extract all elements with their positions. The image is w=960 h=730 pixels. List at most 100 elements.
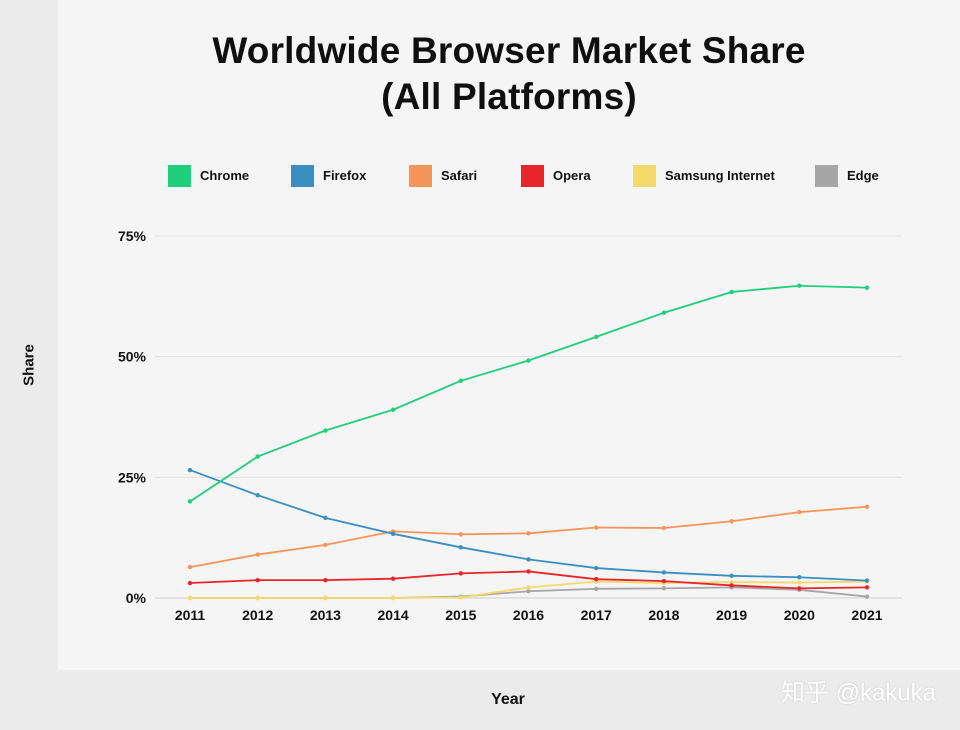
point-safari-2011 xyxy=(187,564,193,570)
x-tick-label: 2012 xyxy=(242,607,273,623)
point-chrome-2020 xyxy=(797,283,802,288)
series-opera xyxy=(187,569,870,591)
line-chrome xyxy=(189,284,868,503)
point-safari-2018 xyxy=(661,525,667,531)
point-safari-2019 xyxy=(729,519,734,524)
legend-item-samsung-internet: Samsung Internet xyxy=(633,165,775,187)
point-chrome-2012 xyxy=(255,454,260,459)
point-samsung-internet-2014 xyxy=(390,595,396,601)
point-edge-2016 xyxy=(526,589,531,594)
grid-lines xyxy=(155,235,902,599)
point-opera-2016 xyxy=(526,569,531,574)
point-firefox-2014 xyxy=(390,531,396,537)
point-samsung-internet-2015 xyxy=(458,595,463,600)
chart-title-line-1: Worldwide Browser Market Share xyxy=(212,30,806,71)
legend-label: Safari xyxy=(441,168,477,183)
x-tick-label: 2018 xyxy=(648,607,679,623)
point-firefox-2017 xyxy=(594,565,599,571)
y-tick-label: 0% xyxy=(126,590,147,606)
point-opera-2020 xyxy=(797,586,802,591)
point-chrome-2013 xyxy=(323,428,328,433)
point-samsung-internet-2020 xyxy=(797,580,802,585)
point-safari-2017 xyxy=(594,525,599,530)
x-tick-label: 2017 xyxy=(581,607,612,623)
point-safari-2012 xyxy=(255,552,260,557)
x-axis-label: Year xyxy=(491,691,525,708)
point-edge-2021 xyxy=(864,594,870,599)
legend-item-safari: Safari xyxy=(409,165,477,187)
line-firefox xyxy=(189,469,868,582)
point-opera-2014 xyxy=(390,576,396,581)
point-firefox-2012 xyxy=(255,492,260,498)
legend-item-chrome: Chrome xyxy=(168,165,249,187)
point-safari-2020 xyxy=(797,509,802,515)
legend-label: Chrome xyxy=(200,168,249,183)
point-chrome-2014 xyxy=(390,407,396,412)
point-opera-2021 xyxy=(864,585,870,590)
point-edge-2017 xyxy=(594,586,599,592)
point-firefox-2011 xyxy=(187,467,193,473)
series-chrome xyxy=(187,283,870,504)
point-firefox-2019 xyxy=(729,573,734,578)
point-samsung-internet-2019 xyxy=(729,579,734,585)
point-opera-2013 xyxy=(323,577,328,583)
legend-swatch xyxy=(633,165,656,187)
legend-swatch xyxy=(409,165,432,187)
x-tick-label: 2015 xyxy=(445,607,476,623)
x-tick-label: 2011 xyxy=(175,607,206,623)
point-samsung-internet-2013 xyxy=(323,595,328,601)
point-safari-2016 xyxy=(526,531,531,536)
y-axis-label: Share xyxy=(20,344,38,386)
point-samsung-internet-2012 xyxy=(255,595,260,601)
point-firefox-2018 xyxy=(661,570,667,575)
series-safari xyxy=(187,504,870,570)
point-chrome-2018 xyxy=(661,310,667,315)
legend-swatch xyxy=(521,165,544,187)
point-safari-2021 xyxy=(864,504,870,509)
chart-panel xyxy=(58,0,960,670)
point-edge-2018 xyxy=(661,586,667,591)
point-firefox-2015 xyxy=(458,545,463,550)
x-tick-label: 2021 xyxy=(851,607,882,623)
point-chrome-2017 xyxy=(594,334,599,340)
point-chrome-2016 xyxy=(526,358,531,363)
point-chrome-2019 xyxy=(729,289,734,295)
point-opera-2015 xyxy=(458,571,463,576)
point-safari-2015 xyxy=(458,532,463,537)
y-tick-label: 50% xyxy=(118,349,147,365)
legend-swatch xyxy=(815,165,838,187)
watermark: 知乎 @kakuka xyxy=(780,679,936,707)
point-firefox-2016 xyxy=(526,557,531,562)
point-firefox-2013 xyxy=(323,515,328,521)
x-tick-label: 2019 xyxy=(716,607,747,623)
point-firefox-2020 xyxy=(797,575,802,580)
axes: 0% 25% 50% 75% 2011 2012 2013 2014 2015 2016 2017 2… xyxy=(118,228,883,623)
x-tick-label: 2013 xyxy=(310,607,341,623)
legend: Chrome Firefox Safari Opera Samsung Internet… xyxy=(168,165,879,187)
point-opera-2012 xyxy=(255,577,260,583)
point-opera-2019 xyxy=(729,583,734,588)
y-tick-label: 75% xyxy=(118,228,147,244)
legend-label: Firefox xyxy=(323,168,367,183)
y-tick-label: 25% xyxy=(118,469,147,485)
legend-item-edge: Edge xyxy=(815,165,879,187)
legend-label: Opera xyxy=(553,168,591,183)
chart-title-line-2: (All Platforms) xyxy=(381,76,637,117)
point-samsung-internet-2016 xyxy=(526,585,531,590)
point-samsung-internet-2011 xyxy=(187,595,193,601)
point-chrome-2015 xyxy=(458,378,463,383)
series-lines xyxy=(187,283,870,601)
series-firefox xyxy=(187,467,870,583)
point-opera-2011 xyxy=(187,580,193,586)
chart-title: Worldwide Browser Market Share (All Plat… xyxy=(58,28,960,120)
point-opera-2017 xyxy=(594,576,599,582)
point-firefox-2021 xyxy=(864,578,870,583)
x-tick-label: 2016 xyxy=(513,607,544,623)
legend-label: Samsung Internet xyxy=(665,168,775,183)
point-safari-2013 xyxy=(323,542,328,548)
point-opera-2018 xyxy=(661,578,667,584)
x-tick-label: 2020 xyxy=(784,607,815,623)
legend-swatch xyxy=(291,165,314,187)
point-chrome-2021 xyxy=(864,285,870,290)
legend-swatch xyxy=(168,165,191,187)
